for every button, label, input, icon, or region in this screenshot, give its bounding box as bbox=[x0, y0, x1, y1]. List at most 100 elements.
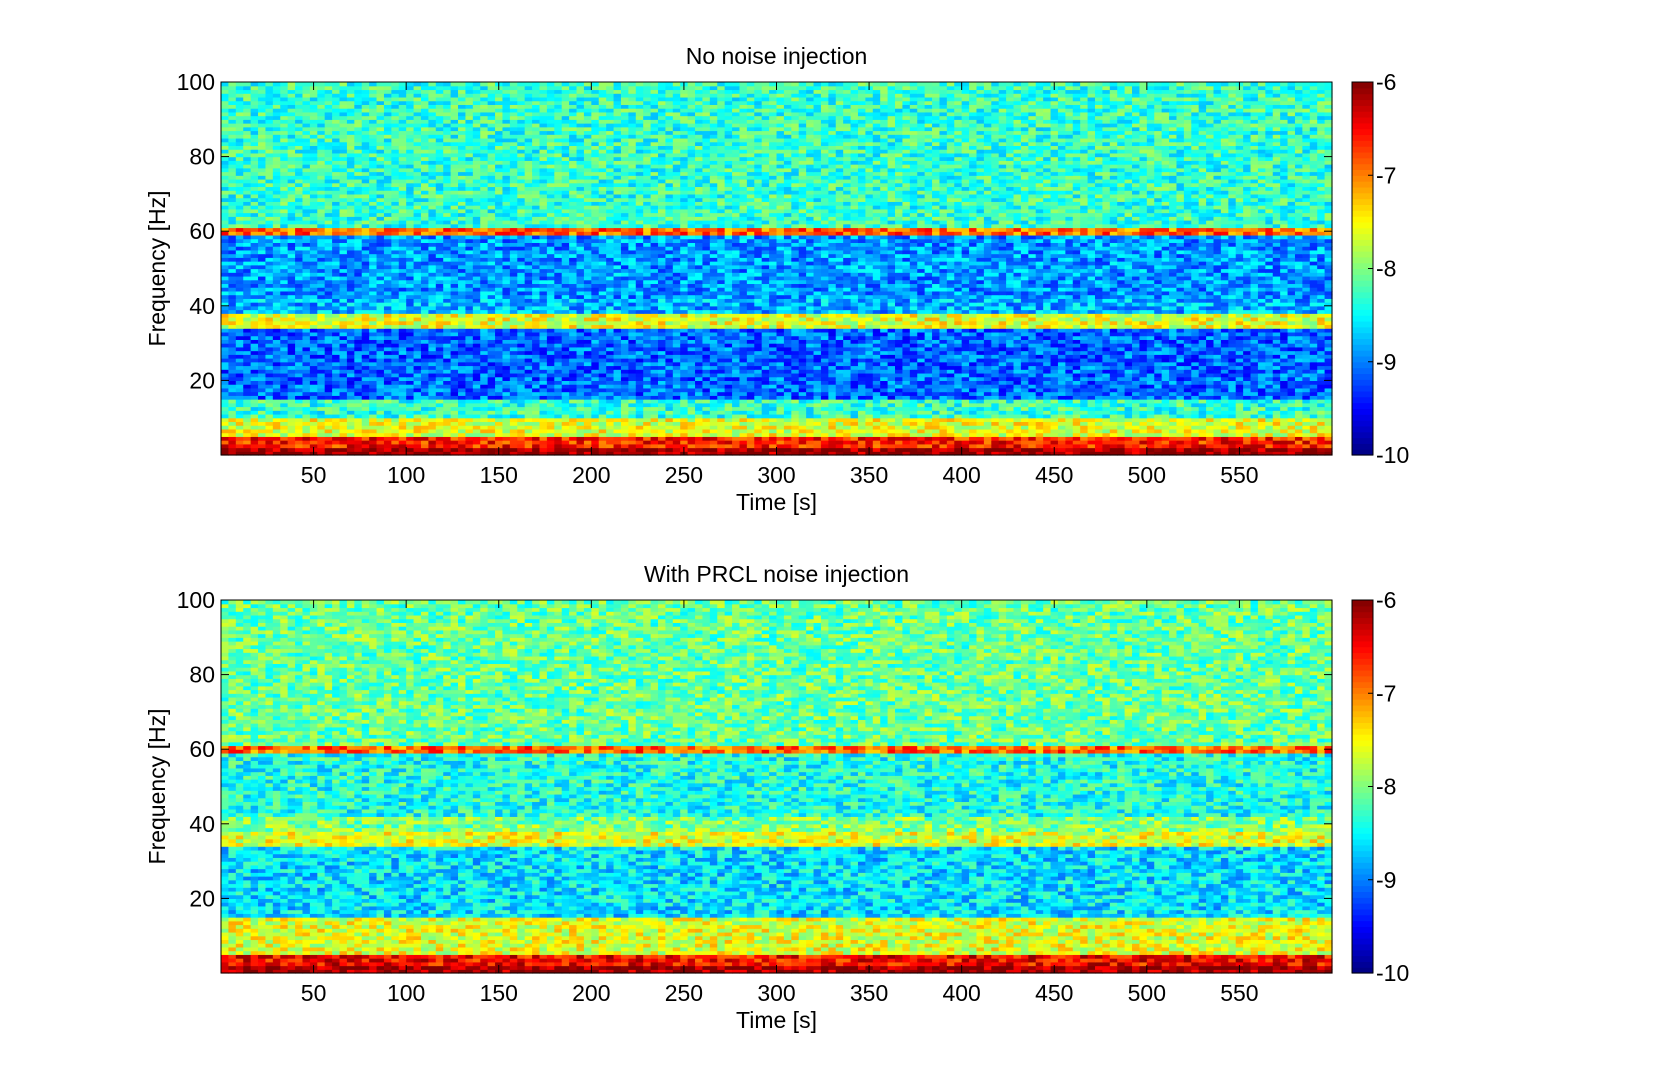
heatmap-cell bbox=[1243, 402, 1252, 408]
heatmap-cell bbox=[917, 365, 926, 370]
heatmap-cell bbox=[635, 365, 644, 370]
heatmap-cell bbox=[835, 436, 844, 441]
heatmap-cell bbox=[361, 443, 370, 449]
heatmap-cell bbox=[932, 443, 941, 449]
heatmap-cell bbox=[850, 354, 859, 359]
heatmap-cell bbox=[1235, 372, 1244, 378]
heatmap-cell bbox=[1294, 372, 1303, 378]
heatmap-cell bbox=[1220, 413, 1229, 419]
heatmap-cell bbox=[1065, 410, 1074, 415]
heatmap-cell bbox=[383, 428, 392, 434]
heatmap-cell bbox=[532, 387, 541, 393]
heatmap-cell bbox=[1102, 436, 1111, 441]
heatmap-cell bbox=[672, 432, 681, 437]
heatmap-cell bbox=[569, 372, 578, 378]
heatmap-cell bbox=[280, 369, 289, 374]
heatmap-cell bbox=[746, 417, 755, 423]
heatmap-cell bbox=[739, 380, 748, 385]
heatmap-cell bbox=[354, 402, 363, 408]
heatmap-cell bbox=[546, 361, 555, 367]
heatmap-cell bbox=[243, 350, 252, 355]
heatmap-cell bbox=[909, 376, 918, 381]
heatmap-cell bbox=[228, 417, 237, 423]
heatmap-cell bbox=[1146, 365, 1155, 370]
heatmap-cell bbox=[687, 395, 696, 400]
heatmap-cell bbox=[546, 443, 555, 449]
heatmap-cell bbox=[998, 350, 1007, 355]
heatmap-cell bbox=[1309, 361, 1318, 367]
heatmap-cell bbox=[509, 358, 518, 363]
heatmap-cell bbox=[635, 447, 644, 452]
heatmap-cell bbox=[657, 417, 666, 423]
heatmap-cell bbox=[1183, 417, 1192, 423]
heatmap-cell bbox=[983, 428, 992, 434]
heatmap-cell bbox=[843, 384, 852, 389]
heatmap-cell bbox=[895, 391, 904, 396]
heatmap-cell bbox=[643, 335, 652, 340]
heatmap-cell bbox=[746, 384, 755, 389]
heatmap-cell bbox=[1183, 372, 1192, 378]
heatmap-cell bbox=[1161, 354, 1170, 359]
heatmap-cell bbox=[332, 328, 341, 333]
heatmap-cell bbox=[1161, 410, 1170, 415]
heatmap-cell bbox=[591, 443, 600, 449]
heatmap-cell bbox=[1294, 384, 1303, 389]
heatmap-cell bbox=[991, 391, 1000, 396]
heatmap-cell bbox=[561, 402, 570, 408]
heatmap-cell bbox=[1213, 365, 1222, 370]
heatmap-cell bbox=[480, 328, 489, 333]
heatmap-cell bbox=[443, 402, 452, 408]
heatmap-cell bbox=[332, 365, 341, 370]
heatmap-cell bbox=[324, 391, 333, 396]
heatmap-cell bbox=[1087, 358, 1096, 363]
heatmap-cell bbox=[620, 331, 629, 337]
heatmap-cell bbox=[961, 365, 970, 370]
heatmap-cell bbox=[687, 350, 696, 355]
heatmap-cell bbox=[339, 406, 348, 411]
heatmap-cell bbox=[865, 402, 874, 408]
heatmap-cell bbox=[591, 436, 600, 441]
heatmap-cell bbox=[991, 346, 1000, 352]
heatmap-cell bbox=[1117, 343, 1126, 348]
heatmap-cell bbox=[650, 417, 659, 423]
heatmap-cell bbox=[554, 361, 563, 367]
heatmap-cell bbox=[295, 365, 304, 370]
heatmap-cell bbox=[295, 361, 304, 367]
heatmap-cell bbox=[420, 425, 429, 430]
heatmap-cell bbox=[1309, 369, 1318, 374]
heatmap-cell bbox=[969, 372, 978, 378]
heatmap-cell bbox=[620, 365, 629, 370]
heatmap-cell bbox=[420, 406, 429, 411]
heatmap-cell bbox=[465, 395, 474, 400]
heatmap-cell bbox=[887, 395, 896, 400]
heatmap-cell bbox=[932, 331, 941, 337]
heatmap-cell bbox=[798, 358, 807, 363]
heatmap-cell bbox=[620, 432, 629, 437]
heatmap-cell bbox=[613, 428, 622, 434]
heatmap-cell bbox=[1191, 384, 1200, 389]
heatmap-cell bbox=[895, 376, 904, 381]
heatmap-cell bbox=[620, 406, 629, 411]
heatmap-cell bbox=[843, 387, 852, 393]
heatmap-cell bbox=[635, 391, 644, 396]
heatmap-cell bbox=[243, 402, 252, 408]
heatmap-cell bbox=[272, 391, 281, 396]
heatmap-cell bbox=[287, 358, 296, 363]
heatmap-cell bbox=[487, 432, 496, 437]
heatmap-cell bbox=[1065, 391, 1074, 396]
heatmap-cell bbox=[539, 395, 548, 400]
heatmap-cell bbox=[1146, 417, 1155, 423]
heatmap-cell bbox=[302, 350, 311, 355]
heatmap-cell bbox=[880, 369, 889, 374]
heatmap-cell bbox=[643, 402, 652, 408]
heatmap-cell bbox=[1235, 335, 1244, 340]
heatmap-cell bbox=[1220, 421, 1229, 426]
heatmap-cell bbox=[739, 346, 748, 352]
heatmap-cell bbox=[1250, 369, 1259, 374]
heatmap-cell bbox=[613, 395, 622, 400]
heatmap-cell bbox=[643, 339, 652, 344]
heatmap-cell bbox=[798, 331, 807, 337]
heatmap-cell bbox=[1050, 410, 1059, 415]
heatmap-cell bbox=[1065, 399, 1074, 404]
heatmap-cell bbox=[657, 443, 666, 449]
